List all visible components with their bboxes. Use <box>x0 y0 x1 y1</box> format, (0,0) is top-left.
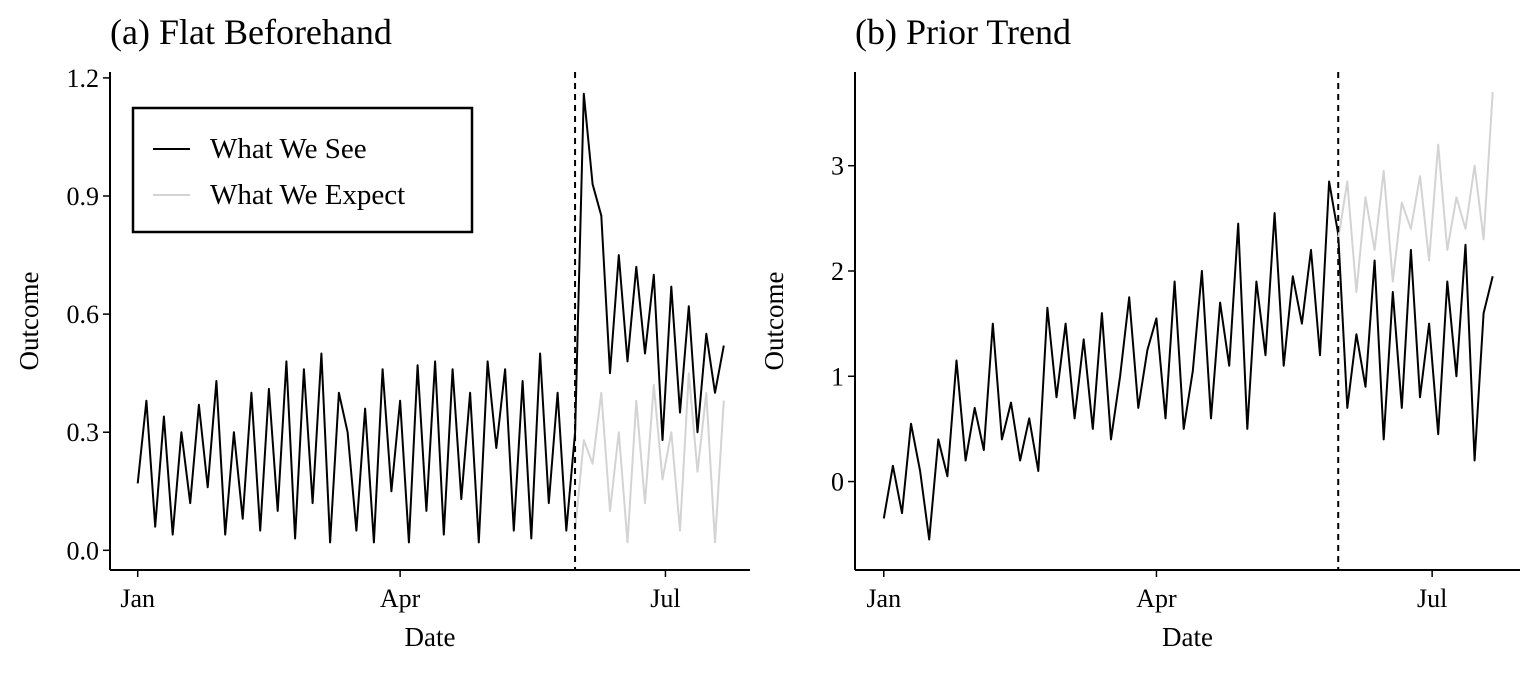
y-tick-label: 0.3 <box>67 418 100 447</box>
series-line <box>882 180 1494 541</box>
y-tick-label: 1 <box>831 362 844 391</box>
y-tick-label: 0 <box>831 468 844 497</box>
x-axis-label: Date <box>1162 622 1213 652</box>
y-tick-label: 0.9 <box>67 182 100 211</box>
x-tick-label: Jan <box>866 584 901 613</box>
series-line <box>574 372 725 544</box>
x-axis-label: Date <box>405 622 456 652</box>
legend-label: What We See <box>210 133 367 165</box>
y-tick-label: 1.2 <box>67 64 100 93</box>
chart-title: (b) Prior Trend <box>855 12 1071 52</box>
y-tick-label: 3 <box>831 152 844 181</box>
y-axis-label: Outcome <box>759 272 789 371</box>
y-axis-label: Outcome <box>14 272 44 371</box>
x-tick-label: Jul <box>1417 584 1447 613</box>
series-line <box>1337 91 1494 293</box>
y-tick-label: 0.0 <box>67 536 100 565</box>
x-tick-label: Apr <box>1136 584 1177 613</box>
chart-title: (a) Flat Beforehand <box>110 12 392 52</box>
legend-label: What We Expect <box>210 179 405 211</box>
x-tick-label: Apr <box>380 584 421 613</box>
legend-box <box>131 106 474 234</box>
x-tick-label: Jan <box>120 584 155 613</box>
y-tick-label: 0.6 <box>67 300 100 329</box>
x-tick-label: Jul <box>650 584 680 613</box>
y-tick-label: 2 <box>831 257 844 286</box>
series-line <box>136 92 725 544</box>
